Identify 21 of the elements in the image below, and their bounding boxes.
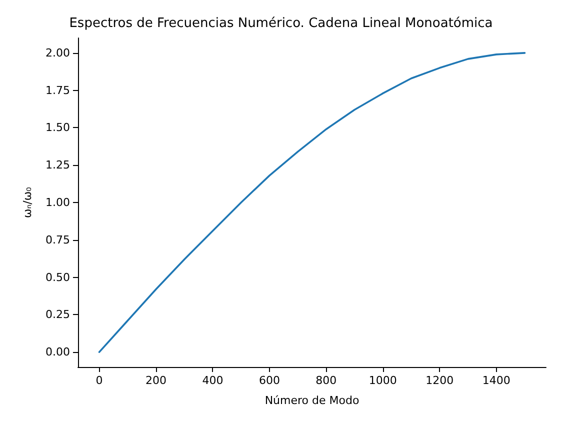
y-axis-title: ωₙ/ω₀ [21,186,34,218]
y-tick-label: 1.00 [46,196,70,209]
x-tick-label: 200 [146,374,166,387]
x-tick-label: 1000 [368,374,397,387]
x-tick-label: 1400 [482,374,510,387]
x-tick-label: 0 [96,374,103,387]
x-axis-title: Número de Modo [264,394,360,407]
y-tick-label: 1.50 [46,121,70,134]
y-tick-label: 0.25 [46,308,70,322]
chart-title: Espectros de Frecuencias Numérico. Cadena Lineal Monoatómica [69,16,493,31]
x-tick-label: 400 [202,374,224,387]
y-tick-label: 0.00 [46,346,70,359]
x-tick-label: 800 [316,374,337,387]
line-series [98,52,526,353]
y-tick-label: 2.00 [46,46,70,60]
y-tick-label: 1.25 [46,158,70,172]
x-tick-label: 1200 [426,374,454,387]
y-tick-label: 0.50 [46,270,70,284]
y-tick-label: 0.75 [46,233,70,246]
x-tick-label: 600 [258,374,280,387]
y-tick-label: 1.75 [46,84,70,97]
